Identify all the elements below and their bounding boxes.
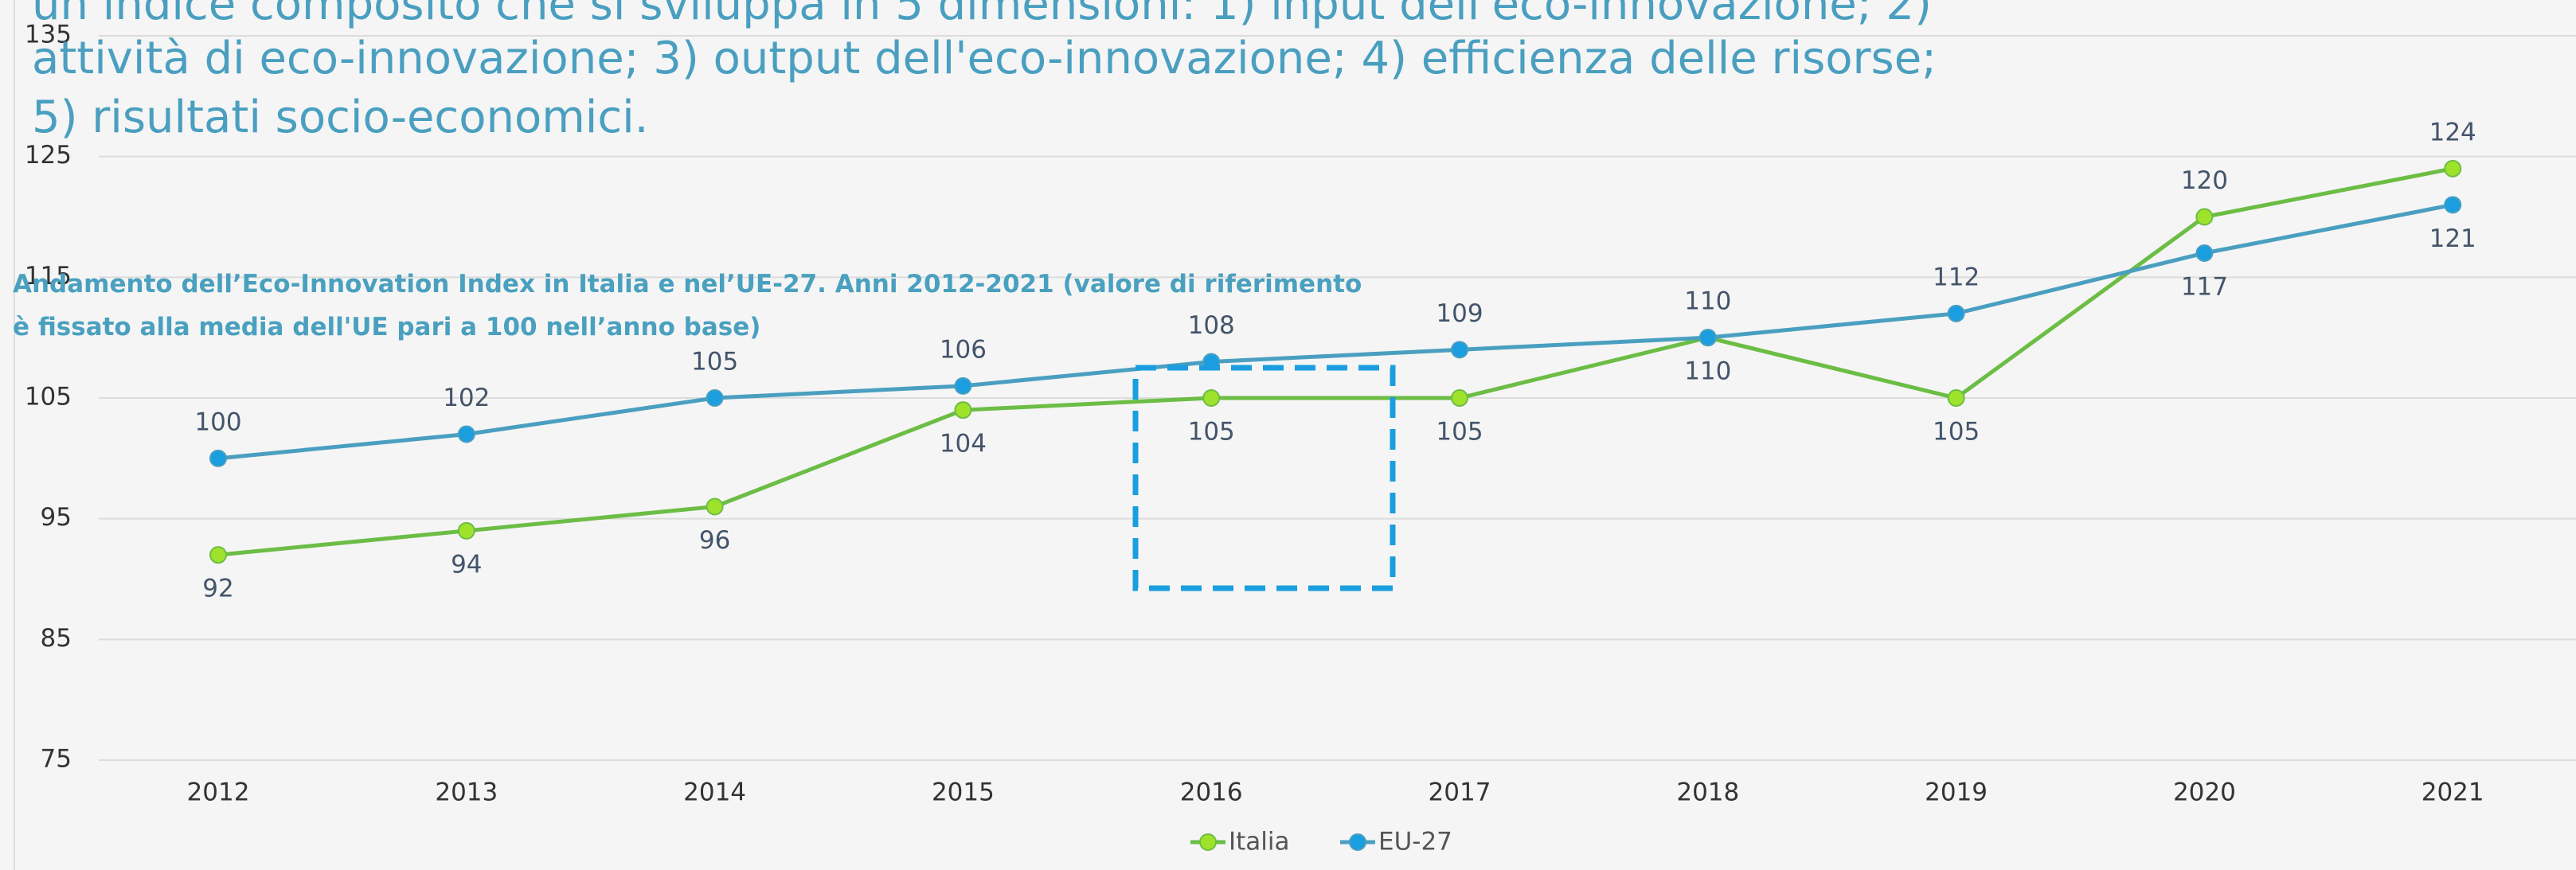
x-tick-label: 2016: [1180, 778, 1243, 807]
data-label: 110: [1684, 357, 1731, 386]
legend-label: EU-27: [1378, 828, 1452, 856]
x-tick-label: 2021: [2422, 778, 2484, 807]
overlay-text: 5) risultati socio-economici.: [32, 92, 649, 143]
y-tick-label: 135: [25, 21, 72, 49]
marker: [457, 425, 475, 443]
marker: [1947, 389, 1965, 407]
data-label: 105: [1188, 418, 1235, 447]
data-label: 105: [1436, 418, 1483, 447]
y-tick-label: 75: [41, 745, 72, 774]
legend-label: Italia: [1229, 828, 1290, 856]
y-tick-label: 105: [25, 383, 72, 412]
x-tick-label: 2012: [187, 778, 250, 807]
series-line: [217, 166, 2453, 557]
data-label: 94: [451, 550, 482, 579]
chart-title: Andamento dell’Eco-Innovation Index in I…: [13, 270, 1362, 341]
y-tick-label: 115: [25, 262, 72, 291]
series-line: [217, 202, 2453, 461]
marker: [2444, 196, 2462, 214]
x-tick-label: 2019: [1925, 778, 1988, 807]
marker: [2195, 208, 2214, 226]
data-label: 100: [194, 408, 241, 436]
overlay-text: attività di eco-innovazione; 3) output d…: [32, 33, 1937, 84]
data-label: 124: [2429, 118, 2476, 146]
data-label: 105: [691, 348, 738, 376]
marker: [706, 497, 724, 516]
legend-item: Italia: [1190, 828, 1290, 856]
data-label: 105: [1933, 418, 1980, 447]
x-tick-label: 2017: [1429, 778, 1491, 807]
marker: [2195, 244, 2214, 262]
marker: [1947, 304, 1965, 322]
overlay-text: un indice composito che si sviluppa in 5…: [32, 0, 1932, 30]
data-label: 92: [202, 575, 233, 603]
y-tick-label: 125: [25, 141, 72, 170]
y-tick-label: 95: [41, 503, 72, 532]
data-label: 120: [2181, 166, 2228, 195]
data-label: 108: [1188, 311, 1235, 340]
x-tick-label: 2014: [683, 778, 746, 807]
data-label: 110: [1684, 287, 1731, 316]
data-label: 106: [940, 335, 987, 364]
legend-marker: [1349, 833, 1366, 851]
legend-item: EU-27: [1340, 828, 1452, 856]
x-tick-label: 2020: [2173, 778, 2236, 807]
marker: [457, 521, 475, 540]
data-label: 109: [1436, 299, 1483, 328]
x-tick-label: 2013: [435, 778, 498, 807]
marker: [2444, 159, 2462, 178]
highlight-box: [1132, 365, 1396, 591]
marker: [954, 376, 972, 395]
legend-marker: [1199, 833, 1217, 851]
marker: [1202, 389, 1221, 407]
x-tick-label: 2018: [1676, 778, 1739, 807]
marker: [209, 449, 227, 467]
marker: [954, 401, 972, 419]
marker: [706, 389, 724, 407]
data-label: 96: [699, 526, 730, 555]
x-tick-label: 2015: [932, 778, 995, 807]
data-label: 112: [1933, 263, 1980, 291]
data-label: 102: [443, 384, 490, 412]
marker: [1451, 341, 1468, 359]
marker: [1698, 329, 1717, 347]
data-label: 121: [2429, 224, 2476, 253]
data-label: 117: [2181, 273, 2228, 302]
marker: [209, 546, 227, 564]
y-tick-label: 85: [41, 624, 72, 653]
data-label: 104: [940, 430, 987, 458]
marker: [1451, 389, 1468, 407]
